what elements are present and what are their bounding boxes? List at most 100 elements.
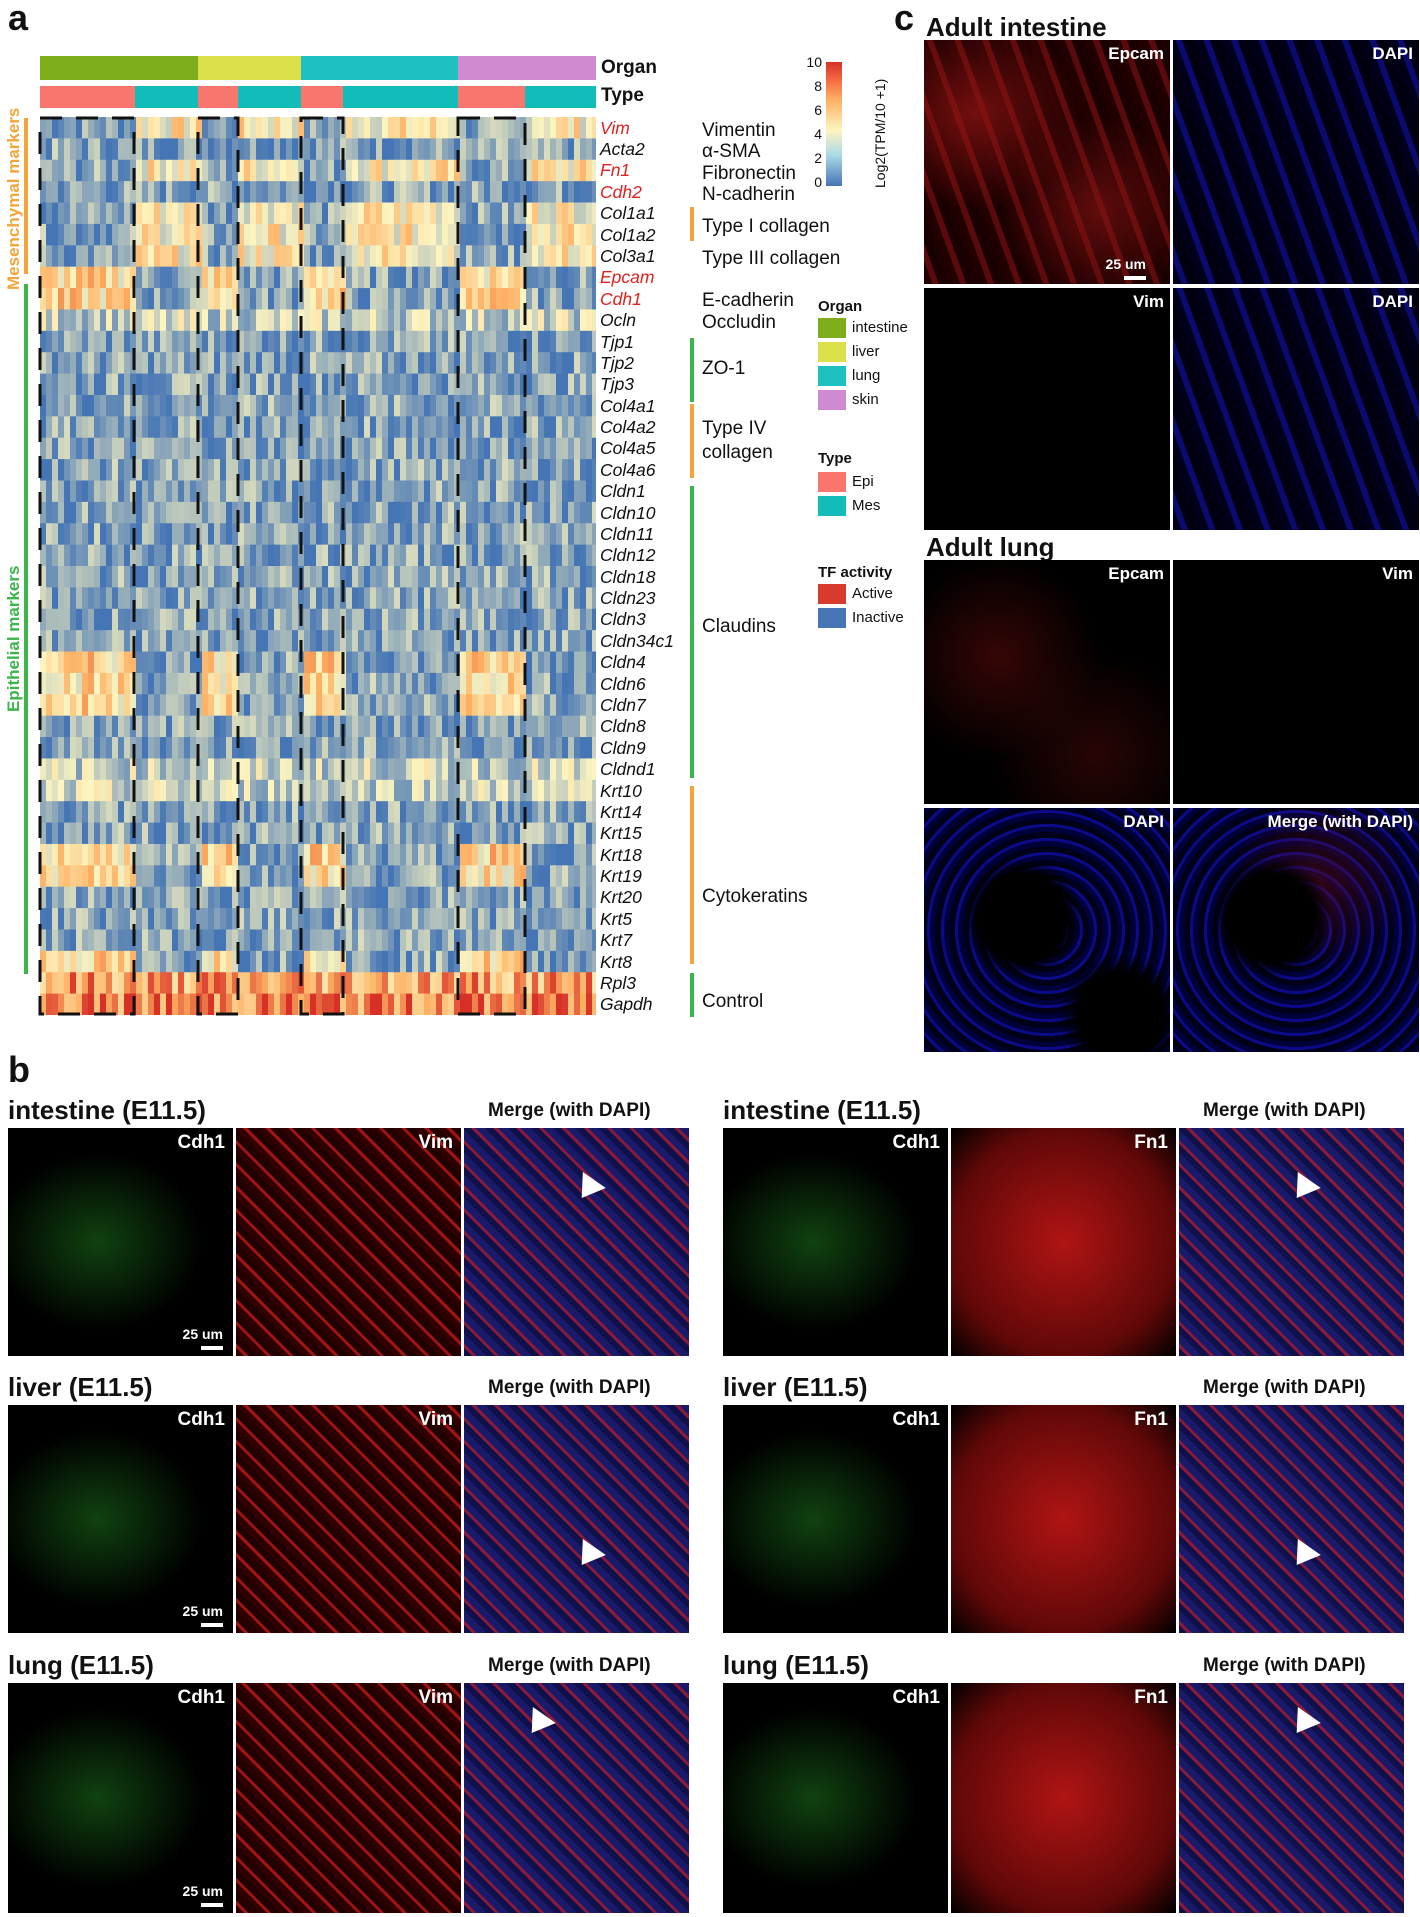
heatmap-cell: [208, 437, 214, 460]
heatmap-cell: [514, 715, 520, 738]
heatmap-cell: [592, 630, 596, 653]
heatmap-cell: [538, 566, 544, 588]
heatmap-cell: [442, 330, 448, 353]
heatmap-cell: [370, 352, 376, 375]
heatmap-cell: [124, 245, 130, 268]
heatmap-cell: [448, 416, 454, 439]
channel-label: Vim: [418, 1132, 453, 1153]
heatmap-cell: [436, 288, 442, 310]
heatmap-cell: [328, 501, 334, 524]
heatmap-cell: [394, 715, 400, 738]
heatmap-cell: [88, 779, 94, 802]
heatmap-cell: [238, 822, 244, 845]
heatmap-cell: [370, 373, 376, 396]
heatmap-cell: [526, 288, 532, 310]
heatmap-cell: [250, 330, 256, 353]
heatmap-cell: [406, 908, 412, 930]
heatmap-cell: [322, 929, 328, 952]
channel-label: Cdh1: [177, 1687, 226, 1708]
heatmap-cell: [490, 908, 496, 930]
heatmap-cell: [472, 694, 478, 717]
heatmap-cell: [232, 929, 238, 952]
heatmap-cell: [190, 822, 196, 845]
heatmap-cell: [544, 779, 550, 802]
heatmap-cell: [364, 416, 370, 439]
heatmap-cell: [502, 544, 508, 567]
heatmap-cell: [52, 202, 58, 225]
heatmap-cell: [64, 181, 70, 204]
heatmap-cell: [496, 908, 502, 930]
heatmap-cell: [514, 266, 520, 289]
heatmap-cell: [556, 437, 562, 460]
heatmap-cell: [382, 416, 388, 439]
heatmap-cell: [400, 245, 406, 268]
heatmap-cell: [496, 950, 502, 973]
heatmap-cell: [112, 758, 118, 781]
heatmap-cell: [574, 117, 580, 139]
heatmap-cell: [250, 587, 256, 610]
heatmap-cell: [382, 886, 388, 909]
heatmap-cell: [286, 223, 292, 246]
heatmap-cell: [376, 886, 382, 909]
heatmap-cell: [292, 630, 298, 653]
heatmap-cell: [46, 416, 52, 439]
heatmap-cell: [88, 651, 94, 674]
heatmap-cell: [100, 929, 106, 952]
heatmap-cell: [592, 437, 596, 460]
heatmap-cell: [232, 181, 238, 204]
heatmap-cell: [76, 566, 82, 588]
heatmap-cell: [64, 394, 70, 417]
heatmap-cell: [592, 672, 596, 695]
heatmap-cell: [508, 651, 514, 674]
heatmap-cell: [316, 587, 322, 610]
heatmap-cell: [226, 801, 232, 824]
heatmap-cell: [244, 352, 250, 375]
heatmap-cell: [136, 544, 142, 567]
heatmap-cell: [256, 608, 262, 631]
heatmap-cell: [526, 694, 532, 717]
heatmap-cell: [94, 309, 100, 332]
heatmap-cell: [580, 758, 586, 781]
heatmap-cell: [556, 801, 562, 824]
heatmap-cell: [502, 459, 508, 481]
heatmap-cell: [244, 394, 250, 417]
heatmap-cell: [316, 694, 322, 717]
heatmap-cell: [178, 865, 184, 888]
heatmap-cell: [520, 437, 526, 460]
heatmap-cell: [256, 694, 262, 717]
heatmap-cell: [88, 544, 94, 567]
heatmap-cell: [334, 437, 340, 460]
heatmap-cell: [550, 309, 556, 332]
heatmap-cell: [586, 223, 592, 246]
heatmap-cell: [244, 138, 250, 161]
heatmap-cell: [64, 480, 70, 503]
heatmap-cell: [88, 630, 94, 653]
heatmap-cell: [514, 245, 520, 268]
heatmap-cell: [334, 181, 340, 204]
heatmap-cell: [298, 737, 304, 759]
heatmap-cell: [448, 801, 454, 824]
heatmap-cell: [280, 715, 286, 738]
heatmap-cell: [142, 843, 148, 866]
heatmap-cell: [142, 737, 148, 759]
gene-label: Rpl3: [600, 972, 636, 993]
heatmap-cell: [136, 779, 142, 802]
heatmap-cell: [448, 138, 454, 161]
heatmap-cell: [532, 330, 538, 353]
heatmap-cell: [202, 587, 208, 610]
heatmap-cell: [472, 779, 478, 802]
heatmap-cell: [586, 416, 592, 439]
heatmap-cell: [124, 159, 130, 182]
heatmap-cell: [274, 865, 280, 888]
heatmap-cell: [532, 181, 538, 204]
heatmap-cell: [160, 843, 166, 866]
heatmap-cell: [64, 245, 70, 268]
heatmap-cell: [268, 587, 274, 610]
scale-label: 25 um: [1105, 256, 1146, 272]
heatmap-cell: [322, 779, 328, 802]
heatmap-cell: [136, 138, 142, 161]
heatmap-cell: [238, 309, 244, 332]
heatmap-cell: [316, 801, 322, 824]
heatmap-cell: [472, 544, 478, 567]
heatmap-cell: [580, 309, 586, 332]
